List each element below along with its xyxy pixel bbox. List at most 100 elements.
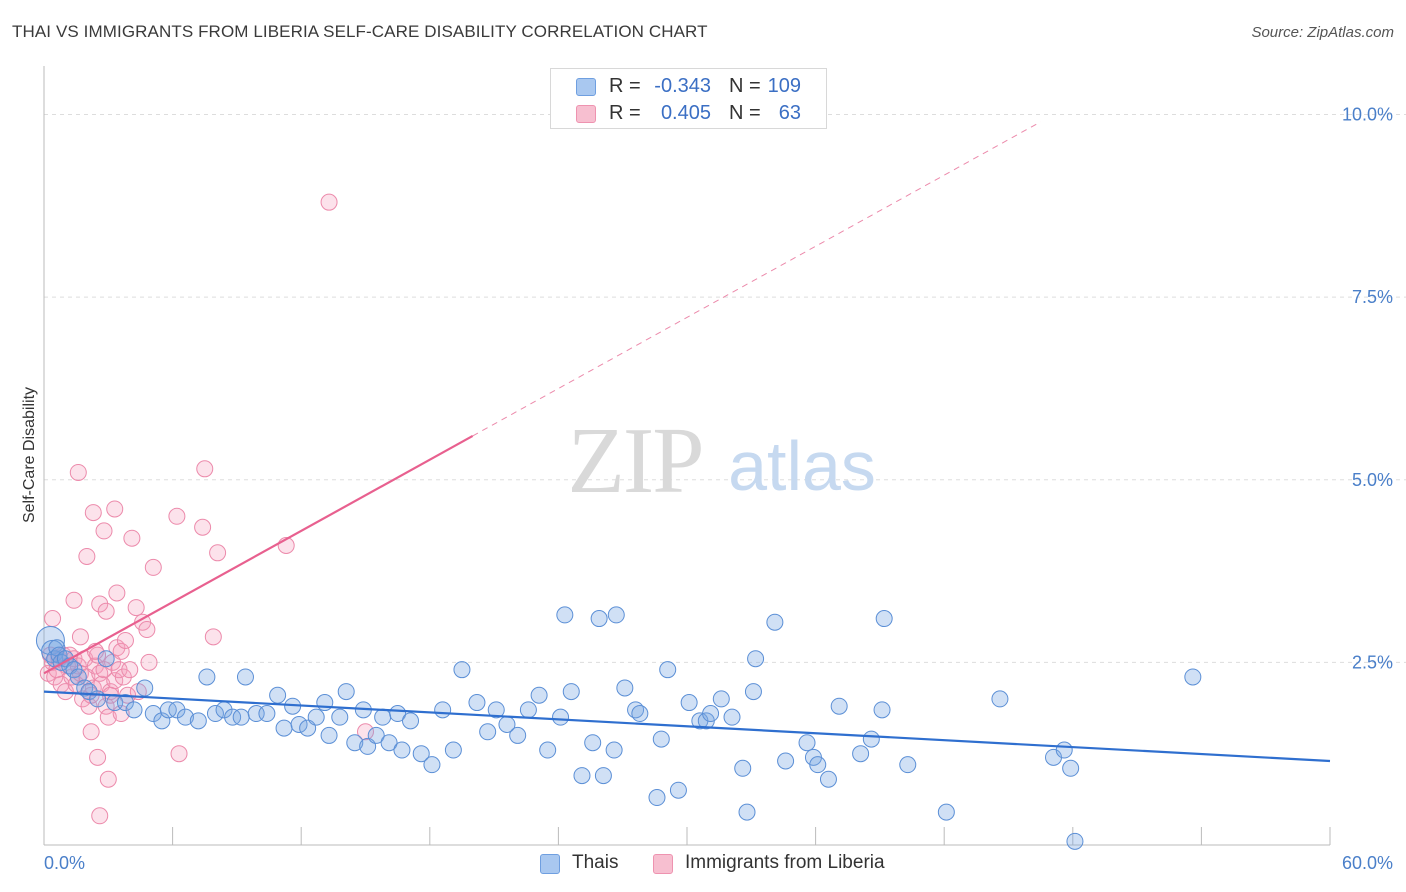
thais-point [584,734,602,752]
legend-row-thais: R = -0.343 N = 109 [551,75,826,101]
x-tick-label: 0.0% [44,853,85,873]
liberia-point [95,522,113,540]
thais-point [712,690,730,708]
liberia-point [357,723,374,741]
liberia-point [44,610,62,628]
thais-point [1184,668,1202,686]
thais-point [168,701,186,719]
liberia-point [99,770,117,788]
thais-point [766,613,784,631]
thais-point [206,705,224,723]
liberia-point [140,653,158,671]
chart-source: Source: ZipAtlas.com [1251,24,1394,41]
tick-labels: 2.5% 5.0% 7.5% 10.0% 0.0% 60.0% [44,105,1393,873]
thais-point [798,734,816,752]
thais-point [393,741,411,759]
thais-legend-label: Thais [572,852,619,873]
liberia-trend-extension [472,121,1041,437]
liberia-point [194,518,212,536]
liberia-point [78,547,96,565]
liberia-point [320,193,338,211]
thais-point [374,708,392,726]
liberia-point [112,705,130,723]
thais-legend-swatch [540,854,560,874]
liberia-point [196,460,214,478]
thais-point [412,745,430,763]
thais-point [116,694,134,712]
thais-point [468,694,486,712]
thais-point [605,741,623,759]
thais-point [648,789,666,807]
thais-point [734,759,752,777]
thais-point [852,745,870,763]
liberia-point [91,807,109,825]
thais-point [487,701,505,719]
liberia-swatch [576,105,596,123]
liberia-legend-label: Immigrants from Liberia [685,852,885,873]
liberia-point [91,595,109,613]
thais-point [669,781,687,799]
thais-point [236,668,254,686]
thais-point [530,686,548,704]
liberia-point [84,504,102,522]
chart-title: THAI VS IMMIGRANTS FROM LIBERIA SELF-CAR… [12,22,708,41]
liberia-point [116,631,134,649]
liberia-point [144,558,162,576]
n-label: N = [729,75,761,97]
thais-point [991,690,1009,708]
thais-point [444,741,462,759]
r-label: R = [609,102,641,124]
thais-point [552,708,570,726]
thais-point [819,770,837,788]
liberia-point [209,544,227,562]
liberia-point [65,591,83,609]
thais-point [652,730,670,748]
liberia-point [127,599,145,617]
thais-point [509,726,527,744]
thais-point [723,708,741,726]
liberia-point [69,463,87,481]
thais-point [809,756,827,774]
thais-points [35,606,1202,850]
thais-point [346,734,364,752]
thais-point [744,683,762,701]
liberia-point [168,507,186,525]
liberia-point [99,708,117,726]
thais-point [659,661,677,679]
thais-point [519,701,537,719]
r-value: -0.343 [654,75,711,97]
thais-point [320,726,338,744]
n-label: N = [729,102,761,124]
thais-point [680,694,698,712]
r-value: 0.405 [660,102,711,124]
liberia-point [204,628,222,646]
thais-point [176,708,194,726]
y-axis-label: Self-Care Disability [21,387,38,523]
thais-point [899,756,917,774]
thais-point [316,694,334,712]
thais-point [830,697,848,715]
trend-lines [43,121,1331,763]
liberia-point [89,748,107,766]
thais-point [616,679,634,697]
thais-point [862,730,880,748]
thais-point [937,803,955,821]
liberia-point [80,697,98,715]
thais-point [367,726,385,744]
n-value: 109 [767,75,801,97]
liberia-point [121,661,139,679]
thais-point [331,708,349,726]
y-tick-label: 2.5% [1352,652,1393,672]
watermark-zip: ZIP [568,409,703,513]
thais-point [232,708,250,726]
thais-point [153,712,171,730]
thais-point [875,610,893,628]
axes [43,66,1331,846]
liberia-point [170,745,188,763]
thais-point [125,701,143,719]
correlation-legend: R = -0.343 N = 109 R = 0.405 N = 63 [550,68,827,129]
thais-point [189,712,207,730]
liberia-point [123,529,141,547]
thais-point [702,705,720,723]
